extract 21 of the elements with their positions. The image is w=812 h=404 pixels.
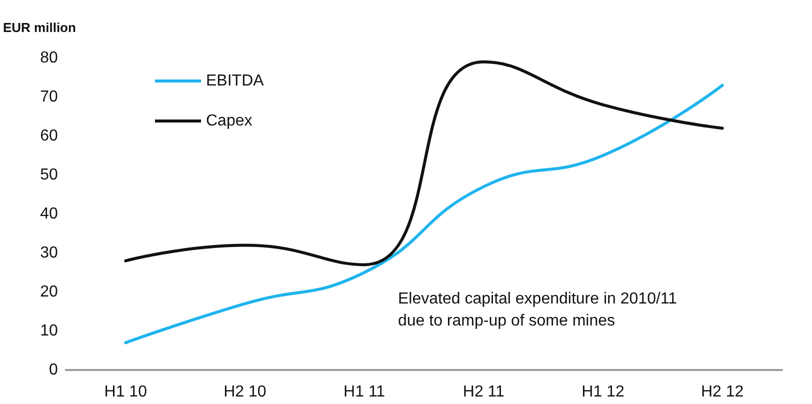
y-tick-label: 0 <box>49 362 58 378</box>
x-tick-label: H1 12 <box>582 384 624 400</box>
x-tick-label: H1 10 <box>104 384 148 400</box>
annotation: Elevated capital expenditure in 2010/11 due to ramp-up of some mines <box>398 290 678 330</box>
x-tick-label: H2 12 <box>700 384 744 400</box>
x-tick-label: H1 11 <box>344 384 386 400</box>
x-tick-label: H2 10 <box>224 384 266 400</box>
y-tick-label: 70 <box>40 88 58 106</box>
line-series <box>124 60 724 266</box>
y-tick-label: 20 <box>40 284 58 300</box>
y-tick-label: 80 <box>40 50 58 66</box>
legend-label: EBITDA <box>206 72 264 90</box>
y-tick-label: 50 <box>40 166 58 184</box>
y-tick-label: 10 <box>40 322 58 340</box>
y-tick-label: 30 <box>40 244 58 262</box>
y-tick-label: 40 <box>40 206 58 222</box>
x-tick-label: H2 11 <box>462 384 504 400</box>
line-series <box>124 84 724 344</box>
legend-label: Capex <box>206 112 252 130</box>
y-tick-label: 60 <box>40 128 58 144</box>
y-axis-title: EUR million <box>2 20 76 35</box>
